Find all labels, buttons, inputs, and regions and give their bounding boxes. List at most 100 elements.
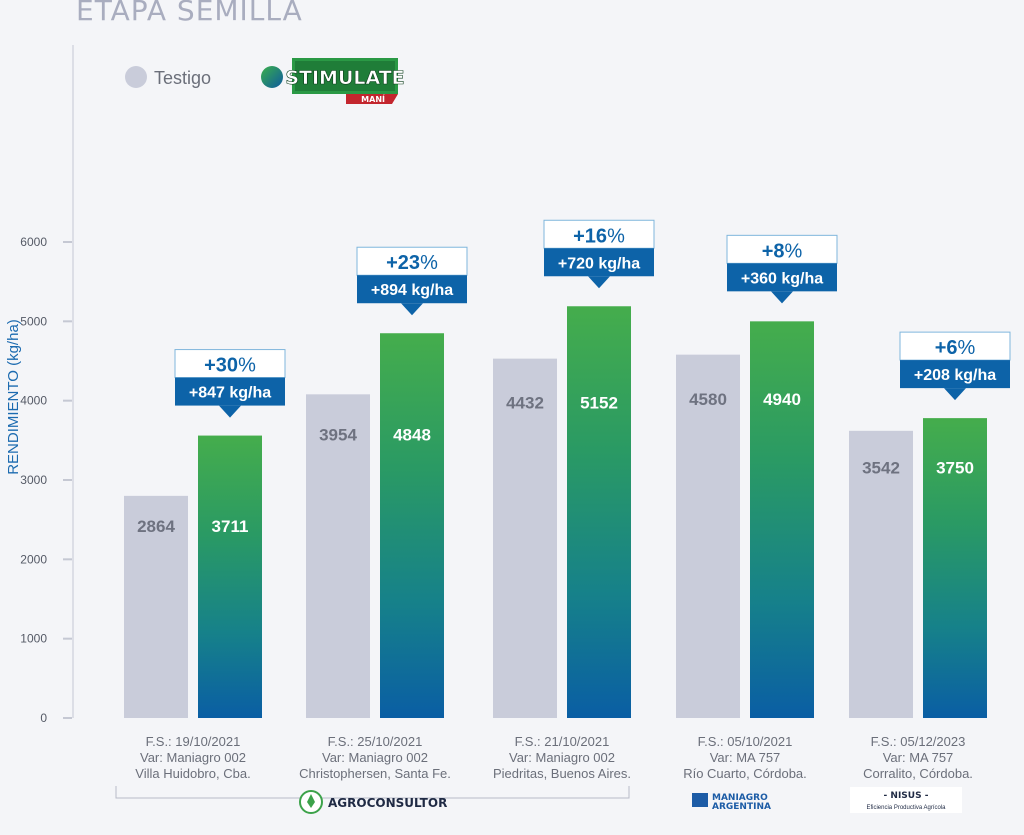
x-category-label: Var: Maniagro 002: [509, 750, 615, 765]
gain-percent: +30%: [204, 355, 256, 377]
stimulate-logo-sub: MANÍ: [361, 93, 385, 104]
x-category-label: F.S.: 05/12/2023: [871, 734, 966, 749]
bar-stimulate: [923, 418, 987, 718]
bar-value-stimulate: 3711: [212, 517, 249, 536]
gain-kg-box: [727, 263, 837, 292]
maniagro-line1: MANIAGRO: [712, 793, 768, 803]
y-tick-label: 3000: [20, 473, 47, 487]
bar-value-stimulate: 4848: [393, 426, 431, 445]
x-category-label: Var: MA 757: [710, 750, 781, 765]
gain-percent-sign: %: [607, 225, 625, 247]
gain-percent-box: [356, 246, 468, 276]
maniagro-line2: ARGENTINA: [712, 802, 771, 812]
x-category-label: Corralito, Córdoba.: [863, 766, 973, 781]
bar-value-testigo: 4580: [689, 390, 727, 409]
gain-percent-sign: %: [238, 355, 256, 377]
gain-percent: +6%: [935, 337, 976, 359]
bar-value-testigo: 3954: [319, 426, 357, 445]
gain-percent-box: [899, 331, 1011, 361]
maniagro-logo: MANIAGRO ARGENTINA: [692, 793, 771, 812]
gain-percent: +8%: [762, 240, 803, 262]
x-category-label: Var: MA 757: [883, 750, 954, 765]
y-tick-label: 0: [40, 711, 47, 725]
gain-kg: +894 kg/ha: [371, 282, 453, 299]
x-category-label: Christophersen, Santa Fe.: [299, 766, 451, 781]
gain-pointer: [401, 303, 423, 316]
y-tick-label: 2000: [20, 552, 47, 566]
gain-callout: +6% +208 kg/ha: [899, 331, 1011, 401]
bar-value-testigo: 2864: [137, 517, 175, 536]
x-category-label: Villa Huidobro, Cba.: [135, 766, 250, 781]
gain-callout: +16% +720 kg/ha: [543, 219, 655, 289]
agroconsultor-bracket: [115, 786, 630, 799]
page-title: ETAPA SEMILLA: [76, 0, 303, 27]
gain-percent-number: +23: [386, 252, 420, 274]
gain-percent-number: +30: [204, 355, 238, 377]
gain-percent-number: +6: [935, 337, 958, 359]
x-category-label: Piedritas, Buenos Aires.: [493, 766, 631, 781]
bar-testigo: [849, 430, 913, 718]
gain-percent-box: [726, 234, 838, 264]
gain-percent-number: +16: [573, 225, 607, 247]
gain-percent: +23%: [386, 252, 438, 274]
x-category-label: Río Cuarto, Córdoba.: [683, 766, 807, 781]
nisus-line2: Eficiencia Productiva Agrícola: [866, 805, 946, 811]
bar-stimulate: [567, 306, 631, 718]
bar-testigo: [493, 358, 557, 718]
gain-kg-box: [900, 360, 1010, 389]
gain-kg: +847 kg/ha: [189, 385, 271, 402]
gain-kg-box: [544, 248, 654, 277]
x-category-label: F.S.: 19/10/2021: [146, 734, 241, 749]
y-tick-label: 1000: [20, 632, 47, 646]
gain-percent-box: [174, 349, 286, 379]
nisus-line1: - NISUS -: [884, 791, 929, 801]
gain-kg: +720 kg/ha: [558, 255, 640, 272]
x-category-label: F.S.: 25/10/2021: [328, 734, 423, 749]
y-ticks: 0 1000 2000 3000 4000 5000 6000: [20, 235, 72, 725]
x-category-label: Var: Maniagro 002: [140, 750, 246, 765]
gain-callout: +23% +894 kg/ha: [356, 246, 468, 316]
bar-stimulate: [198, 435, 262, 718]
bar-value-testigo: 4432: [506, 394, 544, 413]
bar-stimulate: [750, 321, 814, 718]
bar-value-stimulate: 3750: [936, 459, 974, 478]
stimulate-logo: STIMULATE MANÍ: [285, 58, 405, 104]
y-tick-label: 4000: [20, 394, 47, 408]
y-axis-label: RENDIMIENTO (kg/ha): [5, 319, 22, 475]
gain-callout: +30% +847 kg/ha: [174, 349, 286, 418]
gain-pointer: [588, 276, 610, 289]
bar-value-stimulate: 5152: [580, 394, 618, 413]
gain-pointer: [219, 405, 241, 418]
bar-testigo: [306, 394, 370, 718]
stimulate-logo-text: STIMULATE: [285, 67, 404, 89]
x-category-label: Var: Maniagro 002: [322, 750, 428, 765]
gain-kg-box: [175, 377, 285, 406]
nisus-logo: - NISUS - Eficiencia Productiva Agrícola: [850, 787, 962, 813]
bar-testigo: [676, 354, 740, 718]
legend-swatch-stimulate: [261, 66, 283, 88]
gain-pointer: [771, 291, 793, 304]
agroconsultor-text: AGROCONSULTOR: [328, 796, 447, 810]
gain-percent: +16%: [573, 225, 625, 247]
gain-percent-box: [543, 219, 655, 249]
gain-kg: +360 kg/ha: [741, 270, 823, 287]
bar-value-stimulate: 4940: [763, 390, 801, 409]
gain-percent-sign: %: [958, 337, 976, 359]
legend: Testigo STIMULATE MANÍ: [125, 58, 405, 104]
bar-stimulate: [380, 333, 444, 718]
gain-percent-sign: %: [785, 240, 803, 262]
gain-percent-sign: %: [420, 252, 438, 274]
bar-testigo: [124, 495, 188, 718]
x-category-label: F.S.: 05/10/2021: [698, 734, 793, 749]
y-tick-label: 6000: [20, 235, 47, 249]
gain-pointer: [944, 388, 966, 401]
gain-kg-box: [357, 275, 467, 304]
bars: 2864 3711 +30% +847 kg/ha 3954 4848 +23% +894 k…: [124, 219, 1011, 718]
agroconsultor-logo: AGROCONSULTOR: [299, 790, 447, 814]
bar-value-testigo: 3542: [862, 459, 900, 478]
gain-kg: +208 kg/ha: [914, 367, 996, 384]
legend-label-testigo: Testigo: [154, 68, 211, 88]
y-tick-label: 5000: [20, 314, 47, 328]
